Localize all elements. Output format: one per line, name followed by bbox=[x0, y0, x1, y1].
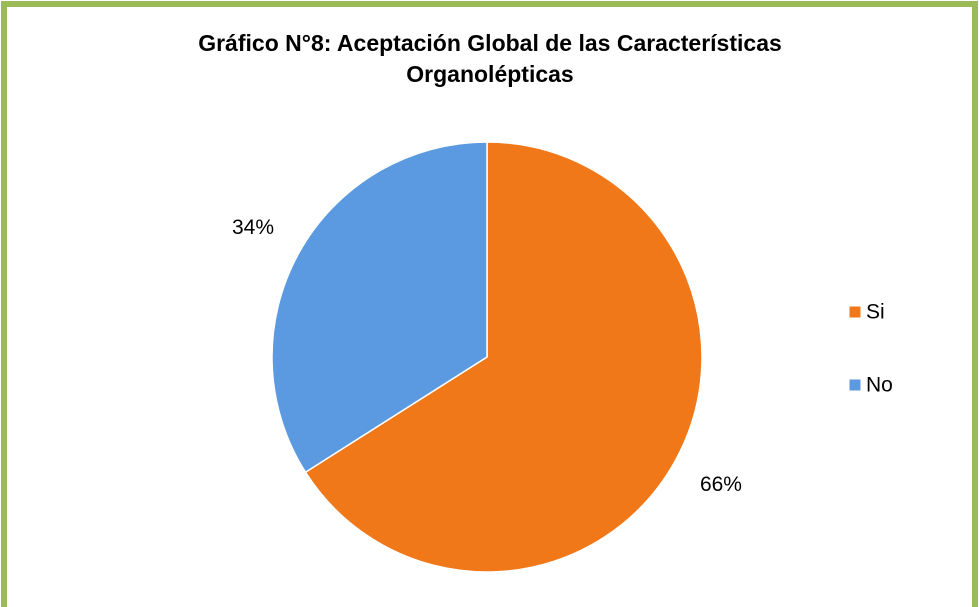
pie-slice bbox=[304, 141, 703, 573]
legend-label: No bbox=[866, 374, 893, 397]
legend-swatch bbox=[848, 305, 862, 319]
data-label: 34% bbox=[232, 216, 274, 239]
legend-label: Si bbox=[866, 301, 885, 324]
chart-title: Gráfico N°8: Aceptación Global de las Ca… bbox=[198, 30, 782, 87]
pie-slice bbox=[271, 141, 488, 474]
data-label: 66% bbox=[700, 473, 742, 496]
legend-swatch bbox=[848, 378, 862, 392]
